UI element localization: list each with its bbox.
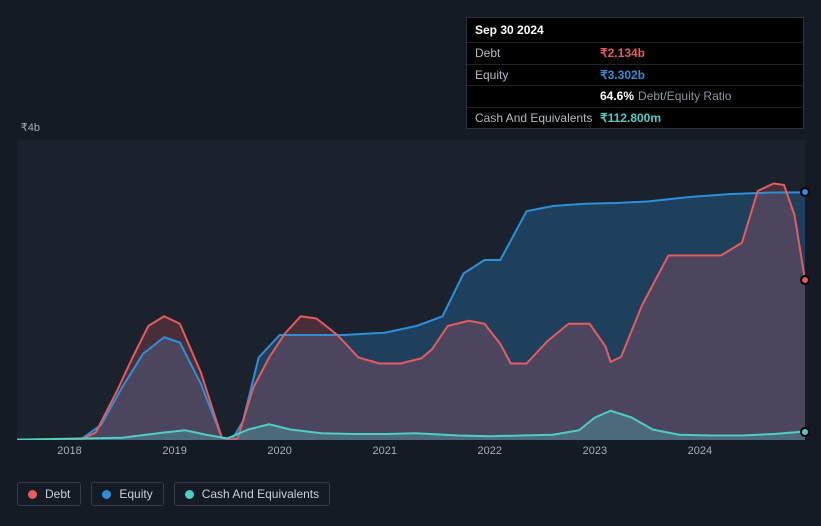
legend-swatch [102,490,111,499]
cash-endpoint-marker [800,427,810,437]
yaxis-tick-label: ₹4b [10,121,40,134]
xaxis-tick-label: 2019 [162,445,186,457]
tooltip-row-value: ₹112.800m [600,111,661,125]
tooltip-row-label: Cash And Equivalents [475,111,600,125]
legend-item-equity[interactable]: Equity [91,482,163,506]
tooltip-row-extra: Debt/Equity Ratio [638,89,731,103]
equity-endpoint-marker [800,187,810,197]
xaxis-tick-label: 2024 [688,445,712,457]
chart-legend: Debt Equity Cash And Equivalents [17,482,330,506]
tooltip-row: 64.6%Debt/Equity Ratio [467,85,803,106]
tooltip-row-label: Equity [475,68,600,82]
legend-label: Debt [45,487,70,501]
tooltip-row-value: 64.6%Debt/Equity Ratio [600,89,731,103]
tooltip-row-label: Debt [475,46,600,60]
legend-swatch [185,490,194,499]
debt-endpoint-marker [800,275,810,285]
tooltip-row-value: ₹3.302b [600,68,645,82]
legend-label: Equity [119,487,152,501]
xaxis-tick-label: 2021 [372,445,396,457]
legend-swatch [28,490,37,499]
xaxis-tick-label: 2018 [57,445,81,457]
xaxis-tick-label: 2020 [267,445,291,457]
tooltip-row: Cash And Equivalents₹112.800m [467,107,803,128]
tooltip-row: Debt₹2.134b [467,42,803,63]
legend-item-cash[interactable]: Cash And Equivalents [174,482,330,506]
xaxis-tick-label: 2022 [478,445,502,457]
tooltip-date: Sep 30 2024 [467,18,803,42]
tooltip-row: Equity₹3.302b [467,64,803,85]
tooltip-row-label [475,89,600,103]
legend-item-debt[interactable]: Debt [17,482,81,506]
chart-plot-area[interactable] [17,140,805,440]
legend-label: Cash And Equivalents [202,487,319,501]
xaxis-tick-label: 2023 [583,445,607,457]
chart-tooltip: Sep 30 2024 Debt₹2.134bEquity₹3.302b64.6… [466,17,804,129]
tooltip-row-value: ₹2.134b [600,46,645,60]
area-chart-svg [17,140,805,440]
